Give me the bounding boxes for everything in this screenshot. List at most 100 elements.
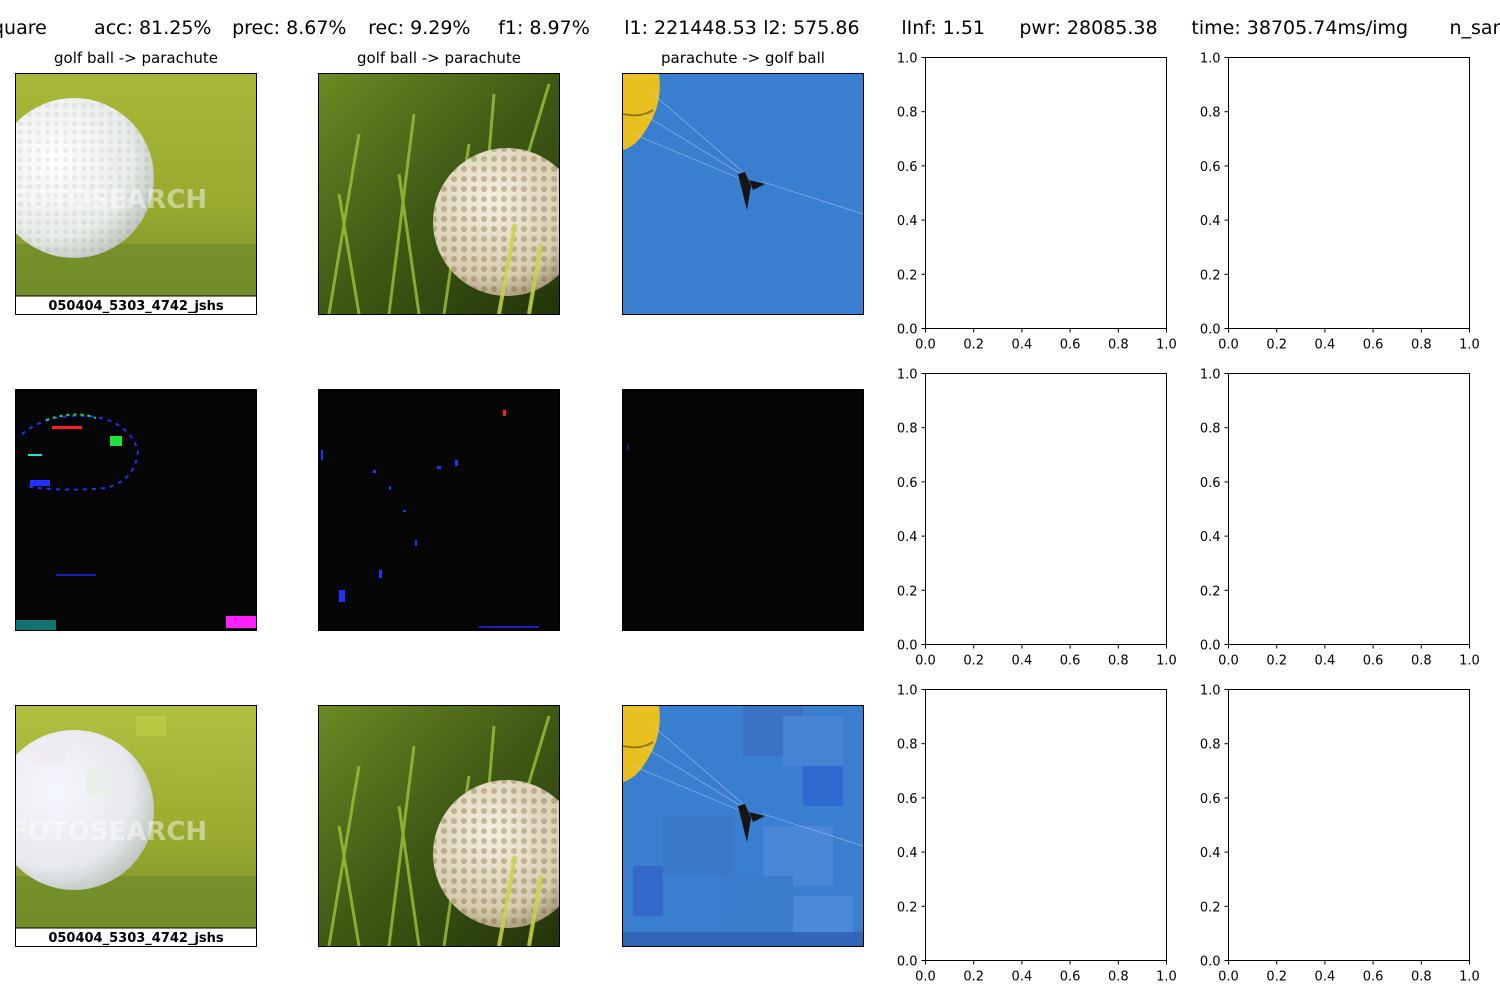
y-tick-label: 0.2 xyxy=(897,584,918,599)
y-tick-label: 1.0 xyxy=(1200,52,1221,67)
x-tick-label: 1.0 xyxy=(1459,970,1480,985)
x-tick-label: 0.6 xyxy=(1363,970,1384,985)
x-tick-label: 0.2 xyxy=(1266,970,1287,985)
image-caption: 050404_5303_4742_jshs xyxy=(48,299,224,314)
y-tick-label: 0.8 xyxy=(897,738,918,753)
y-tick-label: 0.6 xyxy=(897,476,918,491)
y-tick-label: 0.2 xyxy=(1200,584,1221,599)
perturbation-image-1 xyxy=(15,389,257,631)
suptitle-accuracy: acc: 81.25% xyxy=(94,17,212,39)
x-tick-label: 0.8 xyxy=(1108,970,1129,985)
y-tick-label: 0.2 xyxy=(1200,268,1221,283)
y-tick-label: 0.0 xyxy=(1200,639,1221,654)
x-tick-label: 1.0 xyxy=(1459,654,1480,669)
suptitle-power: pwr: 28085.38 xyxy=(1019,17,1158,39)
perturbation-image-2 xyxy=(318,389,560,631)
axes-frame xyxy=(925,689,1167,961)
column-title-1: golf ball -> parachute xyxy=(54,49,218,67)
x-tick-label: 0.2 xyxy=(963,970,984,985)
y-tick-label: 0.2 xyxy=(897,268,918,283)
y-tick-label: 0.4 xyxy=(1200,846,1221,861)
y-tick-label: 1.0 xyxy=(897,368,918,383)
suptitle-attack-name: quare xyxy=(0,17,47,39)
original-image-golf-ball: FOTOSEARCH 050404_5303_4742_jshs xyxy=(15,73,257,315)
axes-frame xyxy=(1228,57,1470,329)
y-tick-label: 0.2 xyxy=(1200,900,1221,915)
axes-frame xyxy=(1228,373,1470,645)
x-tick-label: 0.6 xyxy=(1060,654,1081,669)
y-tick-label: 0.6 xyxy=(1200,160,1221,175)
y-tick-label: 0.8 xyxy=(1200,738,1221,753)
y-tick-label: 0.4 xyxy=(897,530,918,545)
x-tick-label: 0.8 xyxy=(1411,338,1432,353)
y-tick-label: 1.0 xyxy=(1200,368,1221,383)
watermark-text: FOTOSEARCH xyxy=(16,817,207,847)
x-tick-label: 0.0 xyxy=(915,338,936,353)
x-tick-label: 0.6 xyxy=(1363,338,1384,353)
x-tick-label: 1.0 xyxy=(1156,338,1177,353)
column-title-3: parachute -> golf ball xyxy=(661,49,825,67)
y-tick-label: 0.0 xyxy=(897,955,918,970)
y-tick-label: 0.0 xyxy=(1200,323,1221,338)
x-tick-label: 0.8 xyxy=(1108,338,1129,353)
y-tick-label: 0.4 xyxy=(897,214,918,229)
axes-frame xyxy=(925,373,1167,645)
x-tick-label: 0.6 xyxy=(1363,654,1384,669)
watermark-text: FOTOSEARCH xyxy=(16,185,207,215)
x-tick-label: 0.0 xyxy=(1218,338,1239,353)
x-tick-label: 1.0 xyxy=(1459,338,1480,353)
suptitle: quare acc: 81.25% prec: 8.67% rec: 9.29%… xyxy=(0,14,1500,42)
x-tick-label: 0.2 xyxy=(963,654,984,669)
y-tick-label: 0.6 xyxy=(1200,792,1221,807)
suptitle-f1: f1: 8.97% xyxy=(498,17,590,39)
y-tick-label: 0.2 xyxy=(897,900,918,915)
suptitle-recall: rec: 9.29% xyxy=(368,17,471,39)
x-tick-label: 0.4 xyxy=(1012,970,1033,985)
suptitle-n-samples: n_samples: 1 xyxy=(1449,17,1500,39)
axes-frame xyxy=(1228,689,1470,961)
suptitle-l2: l2: 575.86 xyxy=(763,17,860,39)
x-tick-label: 0.0 xyxy=(915,654,936,669)
x-tick-label: 0.0 xyxy=(1218,970,1239,985)
empty-axes-r2-c2: 0.0 0.2 0.4 0.6 0.8 1.0 0.0 0.2 0.4 0.6 0.8 1.0 xyxy=(1200,368,1480,669)
x-tick-label: 0.4 xyxy=(1315,338,1336,353)
x-tick-label: 0.4 xyxy=(1315,970,1336,985)
x-tick-label: 0.8 xyxy=(1411,970,1432,985)
y-tick-label: 0.6 xyxy=(897,160,918,175)
x-tick-label: 0.0 xyxy=(915,970,936,985)
y-tick-label: 0.8 xyxy=(897,106,918,121)
x-tick-label: 0.4 xyxy=(1315,654,1336,669)
x-tick-label: 0.8 xyxy=(1108,654,1129,669)
x-tick-label: 0.4 xyxy=(1012,338,1033,353)
adversarial-image-parachute xyxy=(622,705,864,947)
adversarial-image-golf-ball-grass xyxy=(318,705,560,947)
y-tick-label: 0.0 xyxy=(897,323,918,338)
empty-axes-r3-c1: 0.0 0.2 0.4 0.6 0.8 1.0 0.0 0.2 0.4 0.6 0.8 1.0 xyxy=(897,684,1177,985)
x-tick-label: 0.6 xyxy=(1060,970,1081,985)
x-tick-label: 1.0 xyxy=(1156,970,1177,985)
y-tick-label: 0.0 xyxy=(897,639,918,654)
y-tick-label: 0.4 xyxy=(1200,530,1221,545)
x-tick-label: 0.2 xyxy=(1266,654,1287,669)
y-tick-label: 1.0 xyxy=(897,684,918,699)
empty-axes-r1-c1: 0.0 0.2 0.4 0.6 0.8 1.0 0.0 0.2 0.4 0.6 0.8 1.0 xyxy=(897,52,1177,353)
original-image-golf-ball-grass xyxy=(318,73,560,315)
suptitle-time: time: 38705.74ms/img xyxy=(1191,17,1409,39)
y-tick-label: 0.8 xyxy=(897,422,918,437)
y-tick-label: 0.0 xyxy=(1200,955,1221,970)
perturbation-image-3 xyxy=(622,389,864,631)
y-tick-label: 1.0 xyxy=(1200,684,1221,699)
x-tick-label: 0.2 xyxy=(1266,338,1287,353)
column-title-2: golf ball -> parachute xyxy=(357,49,521,67)
x-tick-label: 0.8 xyxy=(1411,654,1432,669)
y-tick-label: 0.6 xyxy=(1200,476,1221,491)
y-tick-label: 0.4 xyxy=(897,846,918,861)
x-tick-label: 0.0 xyxy=(1218,654,1239,669)
x-tick-label: 0.6 xyxy=(1060,338,1081,353)
original-image-parachute xyxy=(622,73,864,315)
y-tick-label: 0.6 xyxy=(897,792,918,807)
x-tick-label: 0.2 xyxy=(963,338,984,353)
empty-axes-r1-c2: 0.0 0.2 0.4 0.6 0.8 1.0 0.0 0.2 0.4 0.6 0.8 1.0 xyxy=(1200,52,1480,353)
axes-frame xyxy=(925,57,1167,329)
x-tick-label: 1.0 xyxy=(1156,654,1177,669)
